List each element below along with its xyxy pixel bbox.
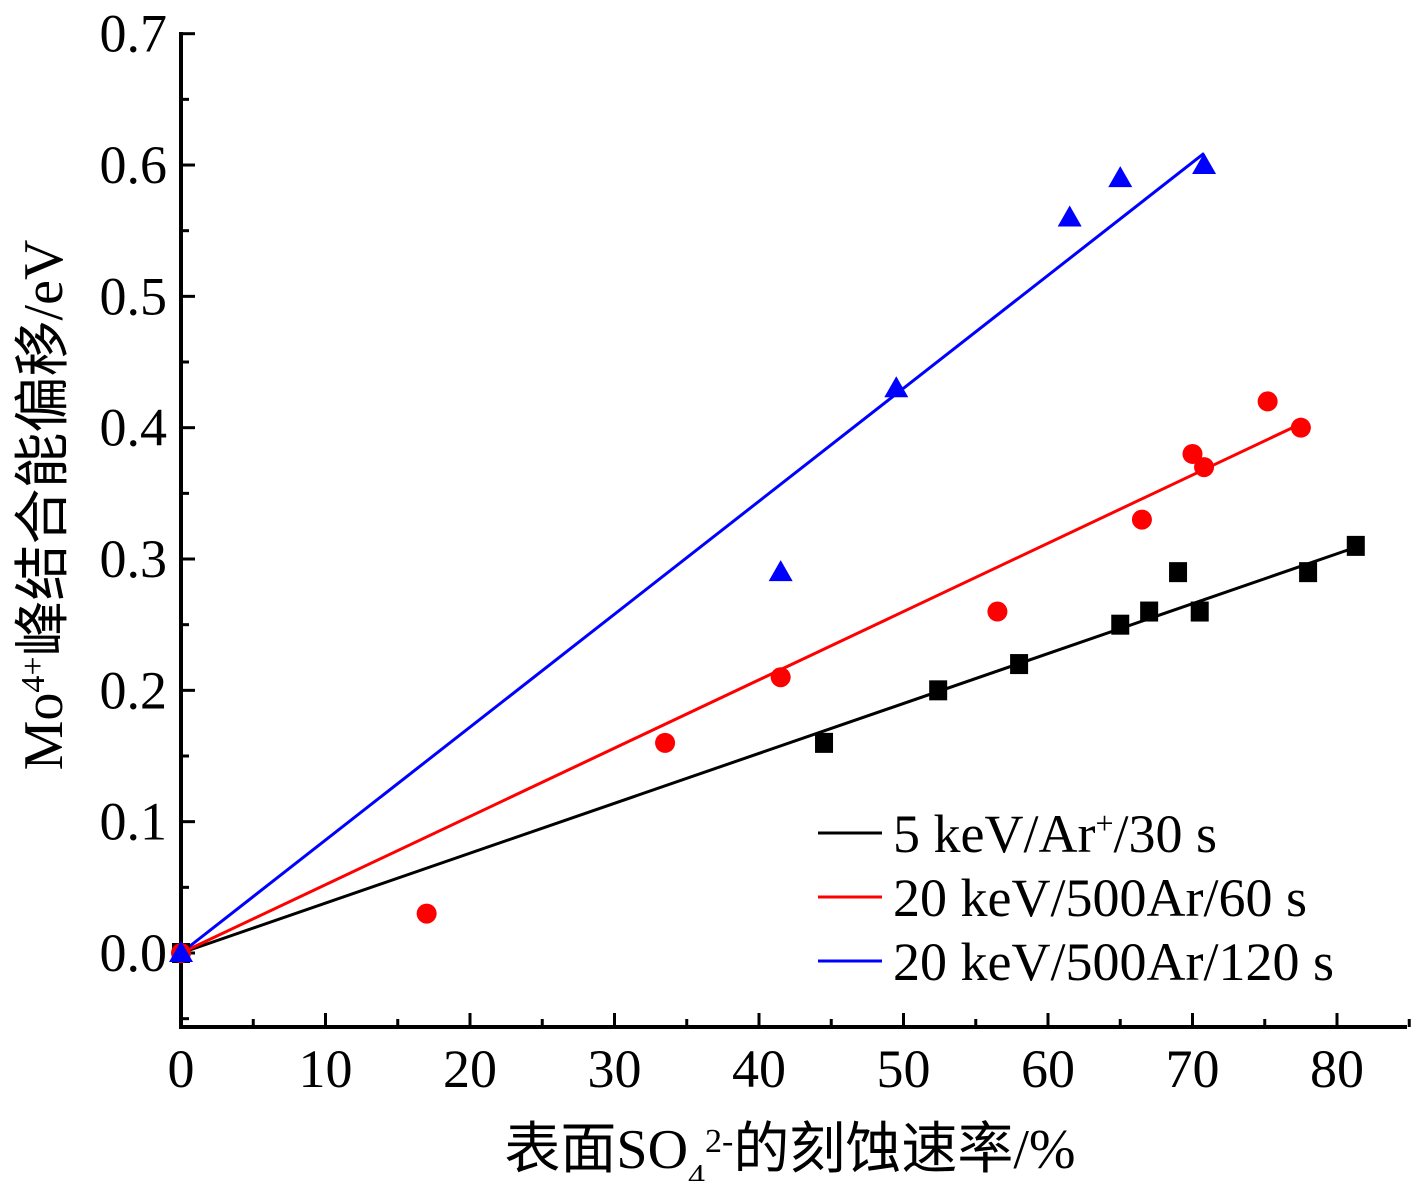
legend-label: 20 keV/500Ar/120 s: [893, 932, 1334, 992]
data-point-circle: [987, 601, 1008, 622]
legend-label: 20 keV/500Ar/60 s: [893, 868, 1307, 928]
x-tick-label: 20: [443, 1039, 497, 1099]
data-point-triangle: [1192, 153, 1217, 175]
x-axis-title: 表面SO42-的刻蚀速率/%: [504, 1119, 1075, 1181]
x-axis-title-text: 的刻蚀速率/%: [733, 1119, 1075, 1181]
y-tick-label: 0.2: [100, 660, 168, 720]
y-tick-label: 0.7: [100, 4, 168, 64]
data-point-circle: [770, 667, 791, 688]
data-point-square: [1140, 601, 1159, 622]
legend-label-text: 5 keV/Ar: [893, 804, 1095, 864]
data-markers: [169, 153, 1365, 963]
data-point-triangle: [169, 941, 193, 962]
data-point-square: [1190, 601, 1209, 622]
fit-lines: [180, 152, 1357, 955]
x-axis-title-text: 表面SO: [504, 1119, 688, 1181]
data-point-circle: [1194, 457, 1215, 478]
y-axis-title: Mo4+峰结合能偏移/eV: [13, 240, 75, 771]
legend-label: 5 keV/Ar+/30 s: [893, 804, 1217, 864]
x-tick-label: 10: [299, 1039, 353, 1099]
y-tick-label: 0.6: [100, 135, 168, 195]
legend-label-text: /30 s: [1114, 804, 1218, 864]
x-tick-label: 40: [732, 1039, 786, 1099]
y-axis-title-text: 峰结合能偏移/eV: [13, 240, 75, 657]
y-tick-label: 0.3: [100, 529, 168, 589]
data-point-square: [1299, 562, 1318, 583]
y-tick-label: 0.0: [100, 923, 168, 983]
data-point-circle: [655, 732, 676, 753]
data-point-square: [929, 680, 948, 701]
x-tick-label: 60: [1021, 1039, 1075, 1099]
data-point-circle: [1131, 509, 1152, 530]
y-axis-title-text: Mo: [13, 693, 75, 771]
y-axis-title-sup: 4+: [15, 656, 52, 692]
data-point-triangle: [884, 376, 909, 398]
y-tick-label: 0.5: [100, 266, 168, 326]
x-axis-title-sup: 2-: [705, 1123, 733, 1160]
x-tick-label: 50: [877, 1039, 931, 1099]
data-point-square: [1346, 535, 1365, 556]
data-point-circle: [416, 903, 437, 924]
x-tick-label: 0: [168, 1039, 195, 1099]
fit-line: [180, 422, 1302, 955]
data-point-square: [1169, 562, 1188, 583]
data-point-circle: [1290, 417, 1311, 438]
data-point-triangle: [1108, 166, 1133, 188]
fit-line: [180, 545, 1357, 955]
x-tick-label: 70: [1166, 1039, 1220, 1099]
axis-titles: 表面SO42-的刻蚀速率/% Mo4+峰结合能偏移/eV: [13, 240, 1076, 1181]
y-tick-label: 0.1: [100, 792, 168, 852]
x-axis-title-sub: 4: [688, 1158, 705, 1181]
data-point-square: [1010, 654, 1029, 675]
x-tick-label: 30: [588, 1039, 642, 1099]
data-point-circle: [1257, 391, 1278, 412]
data-point-triangle: [768, 560, 793, 582]
data-point-square: [815, 732, 834, 753]
legend: 5 keV/Ar+/30 s20 keV/500Ar/60 s20 keV/50…: [818, 804, 1334, 992]
legend-label-text: 20 keV/500Ar/60 s: [893, 868, 1307, 928]
fit-line: [180, 152, 1205, 955]
data-point-triangle: [1057, 205, 1082, 227]
y-tick-label: 0.4: [100, 398, 168, 458]
data-point-circle: [1182, 443, 1203, 464]
data-point-square: [1111, 614, 1130, 635]
legend-label-sup: +: [1095, 805, 1113, 841]
legend-label-text: 20 keV/500Ar/120 s: [893, 932, 1334, 992]
axes: 0.0 0.1 0.2 0.3 0.4 0.5 0.6 0.7 0 10 20 30 40 50 60 70 8…: [100, 4, 1411, 1099]
x-tick-label: 80: [1310, 1039, 1364, 1099]
